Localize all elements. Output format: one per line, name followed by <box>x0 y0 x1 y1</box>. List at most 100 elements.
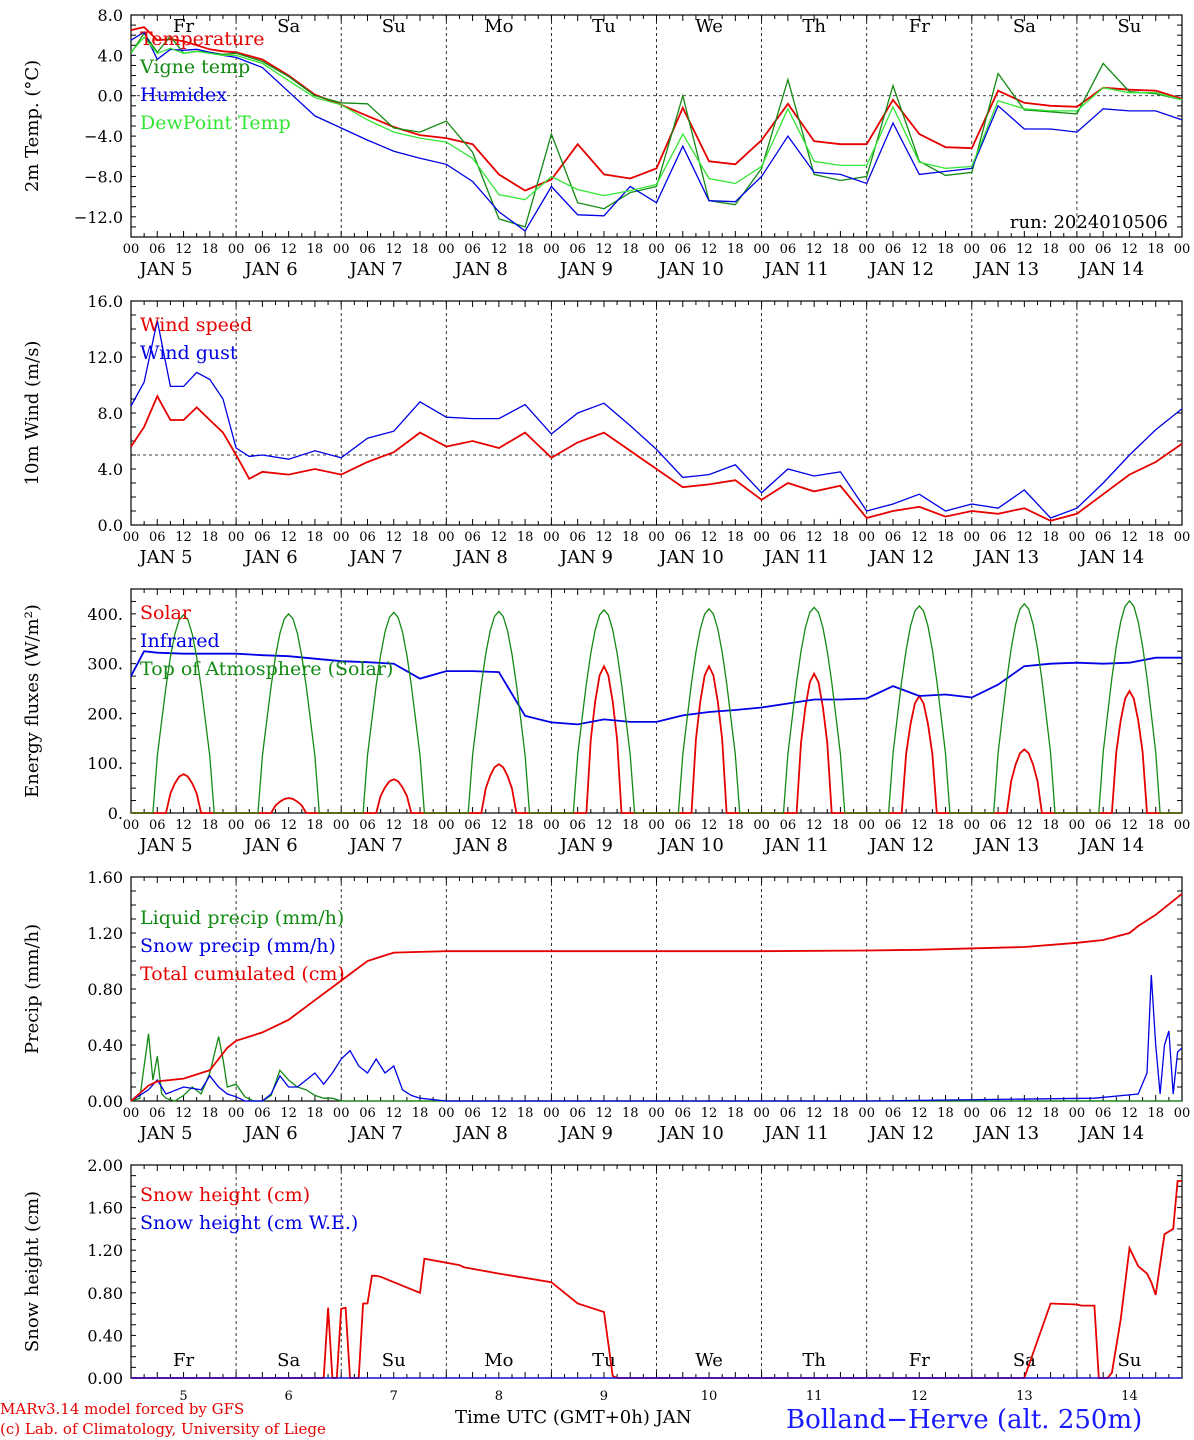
hour-tick-label: 00 <box>648 242 665 257</box>
weekday-label: Mo <box>484 1350 513 1371</box>
day-number-label: 13 <box>1016 1389 1033 1404</box>
hour-tick-label: 06 <box>149 818 166 833</box>
hour-tick-label: 06 <box>569 530 586 545</box>
hour-tick-label: 06 <box>675 818 692 833</box>
legend-entry: Liquid precip (mm/h) <box>140 907 344 929</box>
hour-tick-label: 18 <box>937 242 954 257</box>
hour-tick-label: 06 <box>990 242 1007 257</box>
hour-tick-label: 06 <box>780 530 797 545</box>
y-tick-label: 12.0 <box>87 348 123 367</box>
y-tick-label: 0.0 <box>98 87 123 106</box>
hour-tick-label: 06 <box>359 242 376 257</box>
y-tick-label: 300. <box>87 655 123 674</box>
hour-tick-label: 18 <box>622 242 639 257</box>
hour-tick-label: 18 <box>622 530 639 545</box>
hour-tick-label: 12 <box>385 818 402 833</box>
hour-tick-label: 18 <box>202 1106 219 1121</box>
weekday-label: We <box>695 1350 723 1371</box>
date-label: JAN 10 <box>657 259 724 280</box>
series-line-1-1 <box>130 26 1183 192</box>
y-tick-label: 400. <box>87 605 123 624</box>
hour-tick-label: 00 <box>858 530 875 545</box>
date-label: JAN 5 <box>137 1123 192 1144</box>
hour-tick-label: 00 <box>1069 242 1086 257</box>
hour-tick-label: 18 <box>1042 818 1059 833</box>
weekday-label: Su <box>1117 16 1141 37</box>
hour-tick-label: 06 <box>464 1106 481 1121</box>
date-label: JAN 8 <box>453 1123 508 1144</box>
y-axis-label: 10m Wind (m/s) <box>22 341 43 486</box>
hour-tick-label: 00 <box>228 242 245 257</box>
series-line-1-4 <box>130 36 1183 201</box>
hour-tick-label: 00 <box>964 818 981 833</box>
hour-tick-label: 18 <box>727 818 744 833</box>
hour-tick-label: 18 <box>727 530 744 545</box>
y-tick-label: 0.00 <box>87 1092 123 1111</box>
date-label: JAN 9 <box>558 547 613 568</box>
y-axis-label: Precip (mm/h) <box>22 924 43 1054</box>
day-number-label: 7 <box>390 1389 398 1404</box>
date-label: JAN 10 <box>657 1123 724 1144</box>
hour-tick-label: 18 <box>832 818 849 833</box>
hour-tick-label: 00 <box>543 530 560 545</box>
hour-tick-label: 00 <box>438 530 455 545</box>
date-label: JAN 7 <box>348 259 403 280</box>
date-label: JAN 8 <box>453 547 508 568</box>
y-tick-label: 1.60 <box>87 868 123 887</box>
y-tick-label: −8.0 <box>84 167 123 186</box>
legend-entry: Wind gust <box>140 342 238 364</box>
legend-entry: Snow height (cm W.E.) <box>140 1212 358 1234</box>
footer-credit-line2: (c) Lab. of Climatology, University of L… <box>0 1420 326 1438</box>
date-label: JAN 11 <box>762 547 829 568</box>
legend-entry: Snow height (cm) <box>140 1184 310 1206</box>
hour-tick-label: 18 <box>307 818 324 833</box>
y-axis-label: Snow height (cm) <box>22 1191 43 1352</box>
weekday-label: Mo <box>484 16 513 37</box>
y-tick-label: 1.60 <box>87 1199 123 1218</box>
date-label: JAN 5 <box>137 547 192 568</box>
hour-tick-label: 00 <box>648 530 665 545</box>
hour-tick-label: 00 <box>123 1106 140 1121</box>
hour-tick-label: 18 <box>832 242 849 257</box>
date-label: JAN 11 <box>762 835 829 856</box>
hour-tick-label: 06 <box>780 818 797 833</box>
hour-tick-label: 06 <box>675 242 692 257</box>
hour-tick-label: 06 <box>464 530 481 545</box>
y-tick-label: 0.00 <box>87 1369 123 1388</box>
legend-entry: Top of Atmosphere (Solar) <box>140 658 393 680</box>
day-number-label: 14 <box>1121 1389 1138 1404</box>
hour-tick-label: 18 <box>307 242 324 257</box>
hour-tick-label: 18 <box>937 818 954 833</box>
hour-tick-label: 06 <box>569 242 586 257</box>
panel-1: 8.0 4.0 0.0 −4.0 −8.0 −12.0 2m Temp. (°C) 00 06 1… <box>22 6 1190 280</box>
hour-tick-label: 18 <box>622 818 639 833</box>
hour-tick-label: 12 <box>806 1106 823 1121</box>
hour-tick-label: 12 <box>491 818 508 833</box>
hour-tick-label: 18 <box>1042 530 1059 545</box>
weekday-label: Sa <box>1013 16 1036 37</box>
hour-tick-label: 06 <box>359 1106 376 1121</box>
date-label: JAN 14 <box>1078 547 1145 568</box>
date-label: JAN 6 <box>243 1123 298 1144</box>
hour-tick-label: 06 <box>359 818 376 833</box>
y-axis-label: 2m Temp. (°C) <box>22 60 43 192</box>
legend-entry: Total cumulated (cm) <box>140 963 345 985</box>
hour-tick-label: 06 <box>254 242 271 257</box>
date-label: JAN 8 <box>453 835 508 856</box>
date-label: JAN 7 <box>348 835 403 856</box>
hour-tick-label: 00 <box>543 1106 560 1121</box>
weekday-label: Su <box>382 16 406 37</box>
hour-tick-label: 12 <box>175 818 192 833</box>
y-tick-label: 100. <box>87 754 123 773</box>
weekday-label: Th <box>802 16 826 37</box>
hour-tick-label: 06 <box>1095 242 1112 257</box>
hour-tick-label: 00 <box>1069 818 1086 833</box>
hour-tick-label: 06 <box>254 1106 271 1121</box>
hour-tick-label: 06 <box>780 1106 797 1121</box>
hour-tick-label: 12 <box>596 1106 613 1121</box>
hour-tick-label: 12 <box>280 818 297 833</box>
hour-tick-label: 00 <box>753 818 770 833</box>
hour-tick-label: 06 <box>1095 1106 1112 1121</box>
hour-tick-label: 12 <box>1016 818 1033 833</box>
series-line-3-2 <box>130 650 1182 726</box>
